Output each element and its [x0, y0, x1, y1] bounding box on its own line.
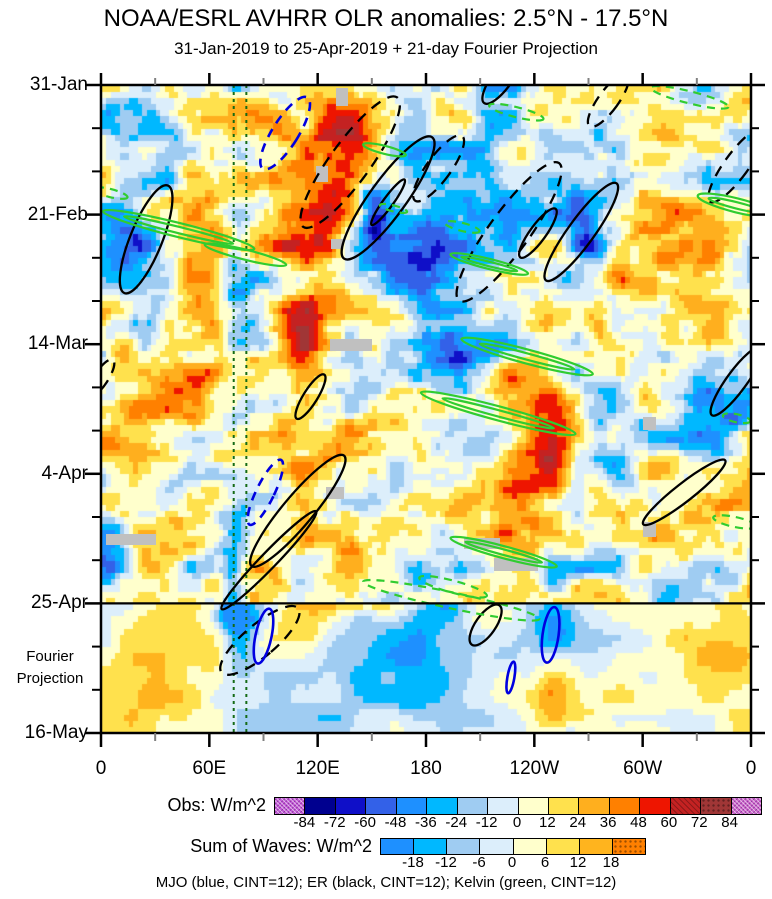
colorbar-segment [304, 798, 335, 814]
colorbar-tick-label: 48 [630, 814, 647, 831]
x-axis-tick-label: 0 [95, 758, 107, 779]
colorbar-segment [395, 798, 427, 814]
colorbar-segment [512, 839, 546, 854]
colorbar-segment [413, 839, 447, 854]
obs-colorbar [274, 797, 762, 815]
x-axis-tick-label: 180 [410, 758, 442, 779]
colorbar-segment [608, 798, 640, 814]
colorbar-tick-label: -12 [475, 814, 498, 831]
colorbar-tick-label: -84 [293, 814, 316, 831]
colorbar-tick-label: 24 [569, 814, 587, 831]
obs-colorbar-label: Obs: W/m^2 [167, 795, 266, 815]
colorbar-segment [334, 798, 366, 814]
colorbar-segment [730, 798, 761, 814]
x-axis-tick-label: 120E [295, 758, 340, 779]
colorbar-tick-label: -6 [472, 854, 486, 871]
colorbar-tick-label: 12 [569, 854, 587, 871]
x-axis-tick-label: 120W [509, 758, 560, 779]
waves-colorbar [380, 838, 646, 855]
colorbar-tick-label: 0 [507, 854, 517, 871]
colorbar-segment [545, 839, 579, 854]
x-axis-tick-label: 0 [745, 758, 757, 779]
colorbar-tick-label: -36 [415, 814, 437, 831]
colorbar-segment [517, 798, 548, 814]
page-title: NOAA/ESRL AVHRR OLR anomalies: 2.5°N - 1… [103, 5, 669, 32]
subtitle: 31-Jan-2019 to 25-Apr-2019 + 21-day Four… [174, 39, 598, 58]
y-axis-tick-label: 25-Apr [30, 592, 88, 614]
colorbar-tick-label: -18 [402, 854, 424, 871]
colorbar-tick-label: 0 [512, 814, 522, 831]
x-axis-tick-label: 60W [623, 758, 663, 779]
colorbar-segment [479, 839, 513, 854]
colorbar-segment [669, 798, 701, 814]
colorbar-segment [275, 798, 305, 814]
colorbar-segment [446, 839, 480, 854]
colorbar-tick-label: -12 [435, 854, 457, 871]
colorbar-tick-label: -24 [445, 814, 468, 831]
y-axis-tick-label: 14-Mar [27, 333, 88, 355]
colorbar-segment [578, 798, 609, 814]
colorbar-segment [700, 798, 731, 814]
colorbar-segment [547, 798, 579, 814]
colorbar-segment [365, 798, 396, 814]
colorbar-tick-label: 12 [539, 814, 556, 831]
colorbar-tick-label: -60 [354, 814, 376, 831]
colorbar-tick-label: 18 [602, 854, 620, 871]
colorbar-segment [487, 798, 518, 814]
colorbar-tick-label: -72 [323, 814, 346, 831]
colorbar-tick-label: 60 [660, 814, 678, 831]
colorbar-tick-label: 72 [690, 814, 708, 831]
colorbar-segment [456, 798, 488, 814]
x-axis-tick-label: 60E [192, 758, 227, 779]
fourier-projection-label-line1: Fourier [26, 648, 74, 665]
colorbar-tick-label: 36 [599, 814, 617, 831]
y-axis-tick-label: 16-May [24, 722, 88, 743]
colorbar-segment [611, 839, 645, 854]
colorbar-segment [381, 839, 414, 854]
hovmoller-anomaly-field [101, 85, 751, 733]
wave-contour-legend: MJO (blue, CINT=12); ER (black, CINT=12)… [155, 874, 617, 891]
waves-colorbar-label: Sum of Waves: W/m^2 [190, 836, 372, 856]
y-axis-tick-label: 31-Jan [29, 74, 88, 95]
fourier-projection-label-line2: Projection [16, 670, 84, 687]
colorbar-segment [639, 798, 670, 814]
colorbar-segment [578, 839, 612, 854]
colorbar-tick-label: -48 [384, 814, 407, 831]
y-axis-tick-label: 4-Apr [41, 462, 88, 484]
y-axis-tick-label: 21-Feb [27, 203, 88, 225]
colorbar-segment [426, 798, 457, 814]
colorbar-tick-label: 84 [721, 814, 738, 831]
colorbar-tick-label: 6 [540, 854, 550, 871]
